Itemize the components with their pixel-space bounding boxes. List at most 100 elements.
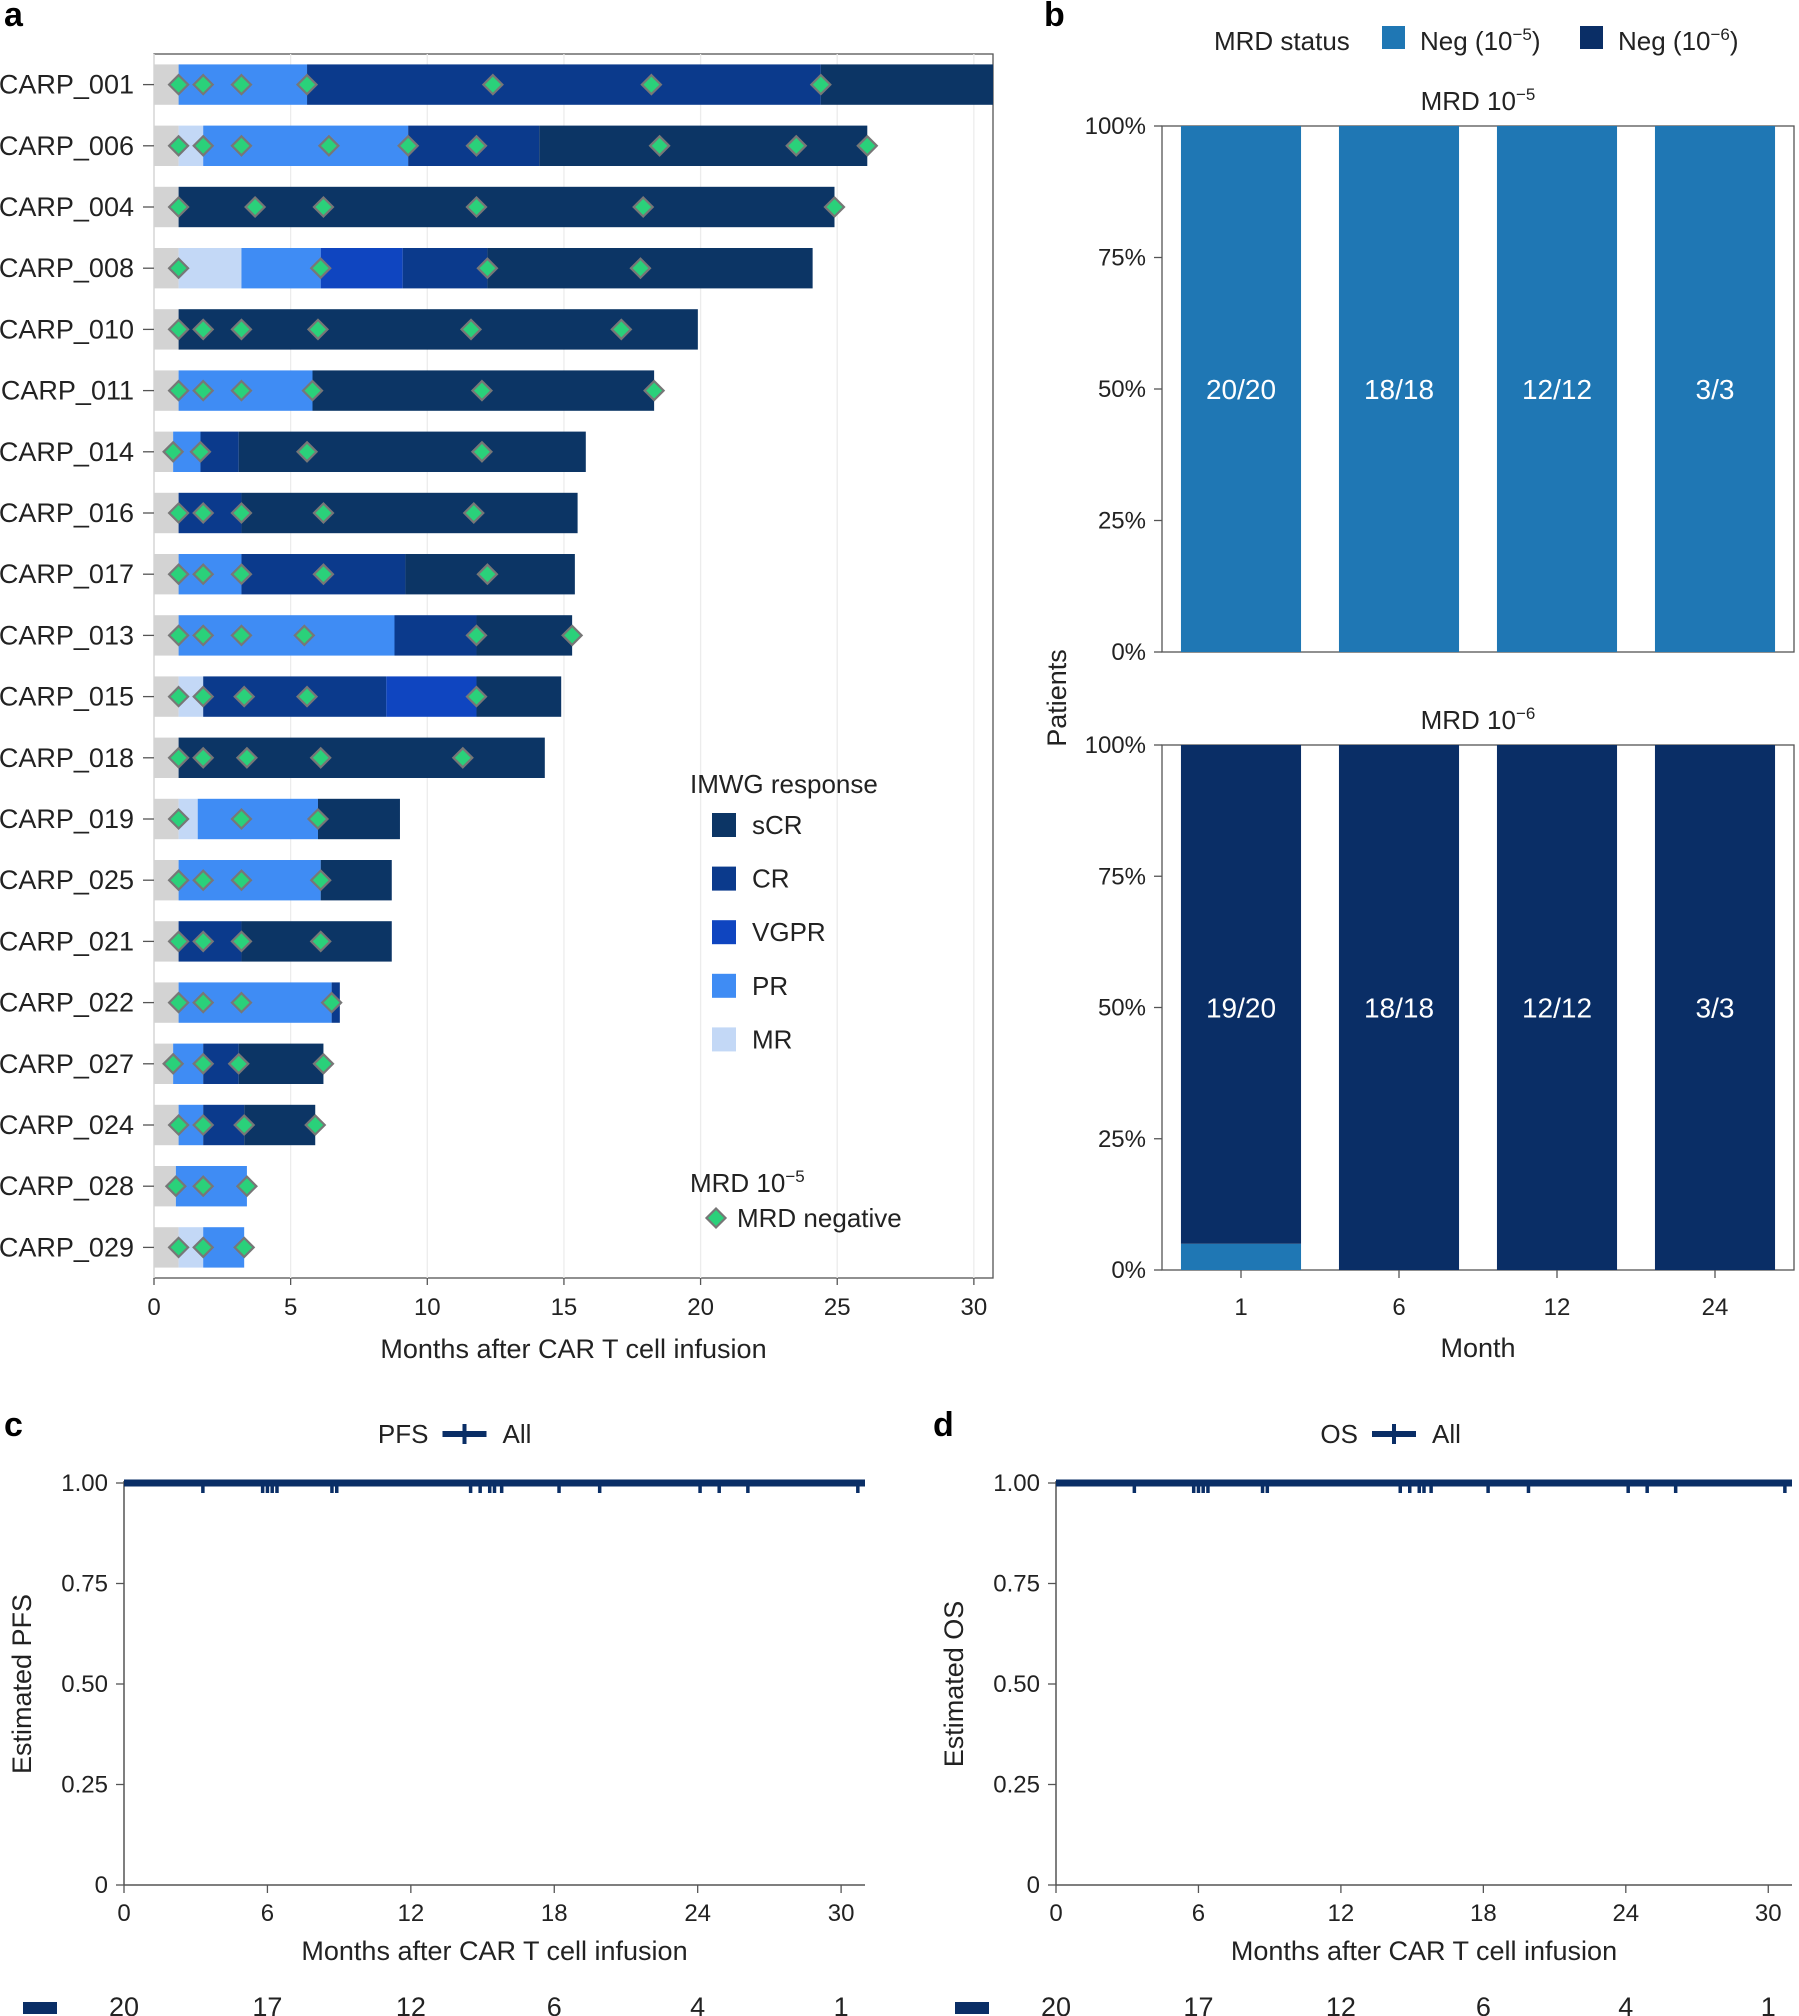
y-tick-label-b-0-0: 0% (1111, 639, 1146, 666)
mrd-marker-CARP_001-4 (481, 73, 504, 96)
y-tick-label-b-1-2: 50% (1098, 995, 1146, 1022)
mrd-marker-CARP_021-1 (192, 930, 215, 953)
mrd-marker-CARP_004-2 (312, 195, 335, 219)
patient-label-CARP_017: CARP_017 (0, 559, 134, 589)
patient-label-CARP_028: CARP_028 (0, 1171, 134, 1201)
patient-label-CARP_004: CARP_004 (0, 192, 134, 222)
legend-title-imwg: IMWG response (690, 769, 878, 799)
mrd-marker-CARP_010-4 (459, 318, 483, 341)
legend-label-mrd-negative: MRD negative (737, 1203, 902, 1233)
mrd-marker-CARP_006-1 (192, 134, 215, 157)
facet-title-1: MRD 10−6 (1421, 704, 1536, 735)
patient-label-CARP_006: CARP_006 (0, 131, 134, 161)
bar-segment-CARP_027-3-sCR (238, 1043, 324, 1084)
mrd-marker-CARP_016-2 (230, 501, 253, 525)
legend-swatch-CR (712, 866, 736, 891)
mrd-marker-CARP_010-1 (192, 318, 215, 341)
mrd-marker-CARP_027-0 (162, 1052, 185, 1075)
mrd-marker-CARP_001-0 (167, 73, 190, 96)
mrd-marker-CARP_008-0 (167, 257, 190, 280)
y-tick-label-c-3: 0.75 (61, 1571, 108, 1598)
mrd-marker-CARP_013-1 (192, 624, 215, 647)
facet-title-0: MRD 10−5 (1421, 85, 1536, 116)
bar-label-1-24: 3/3 (1696, 993, 1735, 1024)
mrd-marker-CARP_013-2 (230, 624, 253, 647)
legend-swatch-neg6 (1580, 26, 1603, 49)
bar-1-neg6-6 (1338, 745, 1460, 1270)
patient-label-CARP_022: CARP_022 (0, 988, 134, 1018)
risk-count-c-6: 17 (252, 1992, 282, 2016)
x-tick-label-c-30: 30 (828, 1900, 855, 1927)
mrd-marker-CARP_025-3 (309, 869, 332, 892)
x-tick-label-a-30: 30 (961, 1294, 988, 1321)
mrd-marker-CARP_011-5 (643, 379, 666, 402)
risk-table-swatch-d (955, 2002, 989, 2014)
mrd-marker-CARP_022-3 (320, 991, 343, 1014)
mrd-marker-CARP_001-6 (809, 73, 832, 96)
patient-label-CARP_011: CARP_011 (1, 376, 134, 406)
mrd-marker-CARP_011-0 (167, 379, 190, 402)
risk-count-d-30: 1 (1761, 1992, 1776, 2016)
mrd-marker-CARP_024-3 (304, 1113, 327, 1137)
mrd-marker-CARP_018-1 (192, 746, 215, 769)
x-tick-label-b-12: 12 (1544, 1294, 1571, 1321)
mrd-marker-CARP_001-3 (295, 73, 319, 96)
mrd-marker-CARP_015-4 (465, 685, 488, 708)
x-axis-label-d: Months after CAR T cell infusion (1231, 1936, 1617, 1966)
bar-segment-CARP_018-1-sCR (178, 737, 545, 778)
y-tick-label-b-0-1: 25% (1098, 508, 1146, 535)
mrd-marker-CARP_027-2 (227, 1052, 250, 1075)
bar-segment-CARP_008-2-PR (241, 248, 321, 289)
y-tick-label-b-0-2: 50% (1098, 376, 1146, 403)
legend-swatch-PR (712, 973, 736, 998)
bar-segment-CARP_013-3-sCR (476, 615, 573, 656)
legend-label-sCR: sCR (752, 810, 803, 840)
mrd-marker-CARP_018-4 (451, 746, 474, 769)
x-tick-label-a-0: 0 (147, 1294, 160, 1321)
x-tick-label-a-10: 10 (414, 1294, 441, 1321)
km-title-c: PFS (378, 1419, 429, 1449)
patient-label-CARP_018: CARP_018 (0, 743, 134, 773)
bar-1-neg6-12 (1496, 745, 1618, 1270)
x-tick-label-a-20: 20 (687, 1294, 714, 1321)
x-tick-label-c-12: 12 (397, 1900, 424, 1927)
bar-0-neg5-12 (1496, 126, 1618, 652)
mrd-marker-CARP_016-3 (312, 501, 335, 525)
mrd-marker-CARP_017-3 (312, 563, 335, 586)
mrd-marker-CARP_015-3 (295, 685, 319, 708)
mrd-marker-CARP_006-7 (785, 134, 808, 157)
bar-1-neg6-24 (1654, 745, 1776, 1270)
mrd-marker-CARP_019-2 (306, 807, 330, 831)
mrd-marker-CARP_024-1 (192, 1113, 215, 1137)
mrd-marker-CARP_010-5 (610, 318, 633, 341)
mrd-marker-CARP_006-6 (648, 134, 671, 157)
x-tick-label-a-25: 25 (824, 1294, 851, 1321)
panel-letter-d: d (933, 1406, 954, 1444)
mrd-marker-CARP_013-4 (465, 624, 488, 647)
y-tick-label-d-1: 0.25 (993, 1772, 1040, 1799)
mrd-marker-CARP_017-0 (167, 563, 190, 586)
mrd-marker-CARP_006-8 (856, 134, 879, 157)
mrd-marker-CARP_004-1 (244, 195, 267, 219)
risk-table-swatch-c (23, 2002, 57, 2014)
patient-label-CARP_024: CARP_024 (0, 1110, 134, 1140)
y-tick-label-b-0-4: 100% (1085, 113, 1146, 140)
bar-label-1-1: 19/20 (1206, 993, 1276, 1024)
legend-swatch-sCR (712, 813, 736, 837)
legend-label-VGPR: VGPR (752, 917, 826, 947)
mrd-marker-CARP_010-0 (167, 318, 190, 341)
x-tick-label-d-18: 18 (1470, 1900, 1497, 1927)
legend-swatch-neg5 (1382, 26, 1405, 49)
x-tick-label-c-0: 0 (117, 1900, 130, 1927)
panel-a-frame (153, 53, 994, 1279)
y-tick-label-c-0: 0 (95, 1872, 108, 1899)
mrd-marker-CARP_010-3 (306, 318, 330, 341)
bar-label-0-24: 3/3 (1696, 374, 1735, 405)
x-tick-label-d-30: 30 (1755, 1900, 1782, 1927)
mrd-marker-CARP_013-0 (167, 624, 190, 647)
mrd-marker-CARP_013-3 (293, 624, 316, 647)
mrd-marker-CARP_006-3 (317, 134, 340, 157)
bar-segment-CARP_016-2-sCR (241, 492, 578, 534)
y-tick-label-c-2: 0.50 (61, 1671, 108, 1698)
